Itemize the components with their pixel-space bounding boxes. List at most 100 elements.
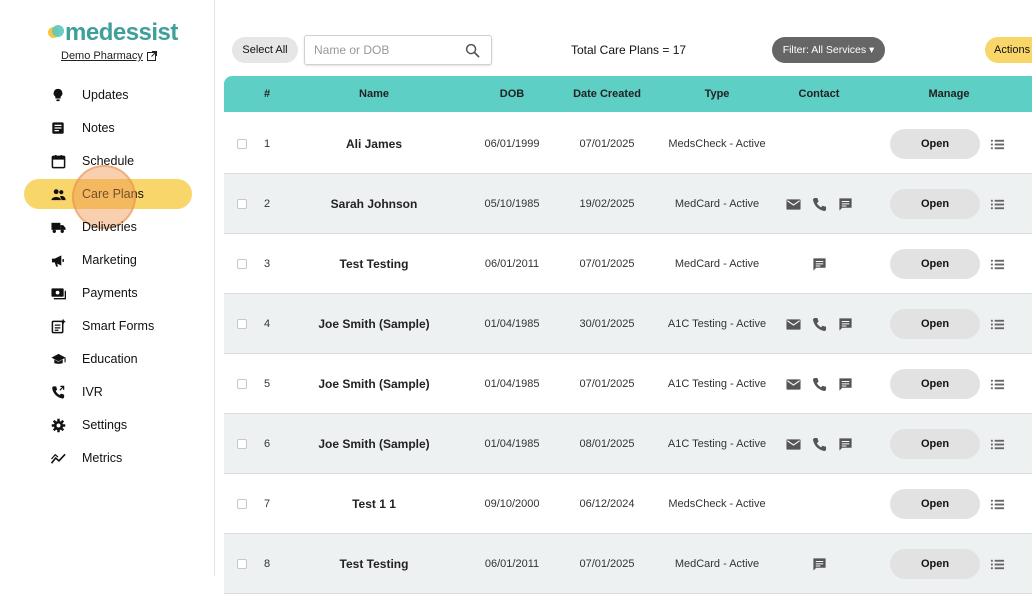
table-row[interactable]: 8 Test Testing 06/01/2011 07/01/2025 MedCard… [224, 534, 1032, 594]
date-created: 30/01/2025 [579, 318, 635, 330]
lightbulb-icon [50, 87, 66, 103]
open-button[interactable]: Open [890, 309, 980, 339]
table-row[interactable]: 3 Test Testing 06/01/2011 07/01/2025 MedCard… [224, 234, 1032, 294]
message-icon[interactable] [836, 375, 854, 393]
sidebar-item-notes[interactable]: Notes [24, 113, 192, 143]
sidebar-item-metrics[interactable]: Metrics [24, 443, 192, 473]
table-row[interactable]: 2 Sarah Johnson 05/10/1985 19/02/2025 MedCar… [224, 174, 1032, 234]
phone-icon[interactable] [810, 195, 828, 213]
chart-line-icon [50, 450, 66, 466]
graduation-cap-icon [50, 351, 66, 367]
truck-icon [50, 219, 66, 235]
row-checkbox[interactable] [237, 379, 247, 389]
phone-icon[interactable] [810, 315, 828, 333]
row-checkbox[interactable] [237, 499, 247, 509]
actions-button[interactable]: Actions [985, 37, 1032, 63]
filter-dropdown[interactable]: Filter: All Services ▾ [772, 37, 885, 63]
list-menu-icon[interactable] [990, 257, 1005, 272]
open-button[interactable]: Open [890, 429, 980, 459]
date-created: 07/01/2025 [579, 138, 635, 150]
list-menu-icon[interactable] [990, 557, 1005, 572]
patient-dob: 01/04/1985 [484, 438, 540, 450]
open-button[interactable]: Open [890, 369, 980, 399]
header-number: # [263, 88, 271, 100]
row-checkbox[interactable] [237, 559, 247, 569]
search-box [304, 35, 492, 65]
sidebar: medessist Demo Pharmacy Updates Notes Sche… [0, 0, 215, 576]
header-type[interactable]: Type [704, 88, 730, 100]
header-dob[interactable]: DOB [499, 88, 525, 100]
header-name[interactable]: Name [359, 88, 389, 100]
row-checkbox[interactable] [237, 439, 247, 449]
message-icon[interactable] [810, 555, 828, 573]
table-row[interactable]: 7 Test 1 1 09/10/2000 06/12/2024 MedsCheck -… [224, 474, 1032, 534]
message-icon[interactable] [810, 255, 828, 273]
select-all-button[interactable]: Select All [232, 37, 298, 63]
table-row[interactable]: 5 Joe Smith (Sample) 01/04/1985 07/01/2025 A… [224, 354, 1032, 414]
search-icon[interactable] [465, 43, 480, 58]
list-menu-icon[interactable] [990, 437, 1005, 452]
open-button[interactable]: Open [890, 129, 980, 159]
sidebar-item-settings[interactable]: Settings [24, 410, 192, 440]
care-plan-type: A1C Testing - Active [667, 378, 767, 390]
logo-text: medessist [65, 19, 178, 46]
list-menu-icon[interactable] [990, 197, 1005, 212]
list-menu-icon[interactable] [990, 377, 1005, 392]
sidebar-item-updates[interactable]: Updates [24, 80, 192, 110]
open-button[interactable]: Open [890, 549, 980, 579]
date-created: 07/01/2025 [579, 258, 635, 270]
list-menu-icon[interactable] [990, 317, 1005, 332]
patient-dob: 06/01/1999 [484, 138, 540, 150]
email-icon[interactable] [784, 375, 802, 393]
open-button[interactable]: Open [890, 489, 980, 519]
calendar-icon [50, 153, 66, 169]
phone-icon[interactable] [810, 375, 828, 393]
message-icon[interactable] [836, 315, 854, 333]
list-menu-icon[interactable] [990, 497, 1005, 512]
pharmacy-link[interactable]: Demo Pharmacy [61, 50, 157, 62]
table-row[interactable]: 1 Ali James 06/01/1999 07/01/2025 MedsCheck … [224, 114, 1032, 174]
row-number: 3 [263, 258, 271, 270]
logo[interactable]: medessist [48, 19, 178, 46]
sidebar-item-ivr[interactable]: IVR [24, 377, 192, 407]
search-input[interactable] [314, 36, 464, 64]
sidebar-item-payments[interactable]: Payments [24, 278, 192, 308]
row-number: 4 [263, 318, 271, 330]
row-number: 6 [263, 438, 271, 450]
care-plan-type: MedCard - Active [674, 258, 760, 270]
sidebar-item-label: Schedule [82, 154, 135, 168]
table-body: 1 Ali James 06/01/1999 07/01/2025 MedsCheck … [224, 114, 1032, 594]
row-checkbox[interactable] [237, 199, 247, 209]
sidebar-item-education[interactable]: Education [24, 344, 192, 374]
patient-name: Joe Smith (Sample) [318, 377, 430, 391]
phone-icon[interactable] [810, 435, 828, 453]
contact-icons [784, 435, 854, 453]
email-icon[interactable] [784, 435, 802, 453]
table-row[interactable]: 6 Joe Smith (Sample) 01/04/1985 08/01/2025 A… [224, 414, 1032, 474]
row-checkbox[interactable] [237, 139, 247, 149]
table-row[interactable]: 4 Joe Smith (Sample) 01/04/1985 30/01/2025 A… [224, 294, 1032, 354]
row-checkbox[interactable] [237, 319, 247, 329]
message-icon[interactable] [836, 435, 854, 453]
sidebar-item-care-plans[interactable]: Care Plans [24, 165, 192, 229]
patient-name: Test Testing [339, 557, 409, 571]
open-button[interactable]: Open [890, 249, 980, 279]
sidebar-item-schedule[interactable]: Schedule [24, 146, 192, 176]
sidebar-item-label: IVR [82, 385, 103, 399]
sidebar-item-marketing[interactable]: Marketing [24, 245, 192, 275]
care-plan-type: MedCard - Active [674, 198, 760, 210]
patient-dob: 09/10/2000 [484, 498, 540, 510]
sidebar-item-deliveries[interactable]: Deliveries [24, 212, 192, 242]
email-icon[interactable] [784, 195, 802, 213]
patient-dob: 06/01/2011 [484, 558, 540, 570]
patient-dob: 06/01/2011 [484, 258, 540, 270]
care-plan-type: A1C Testing - Active [667, 438, 767, 450]
message-icon[interactable] [836, 195, 854, 213]
sidebar-item-smart-forms[interactable]: Smart Forms [24, 311, 192, 341]
open-button[interactable]: Open [890, 189, 980, 219]
payments-icon [50, 285, 66, 301]
list-menu-icon[interactable] [990, 137, 1005, 152]
header-date-created[interactable]: Date Created [573, 88, 641, 100]
email-icon[interactable] [784, 315, 802, 333]
row-checkbox[interactable] [237, 259, 247, 269]
